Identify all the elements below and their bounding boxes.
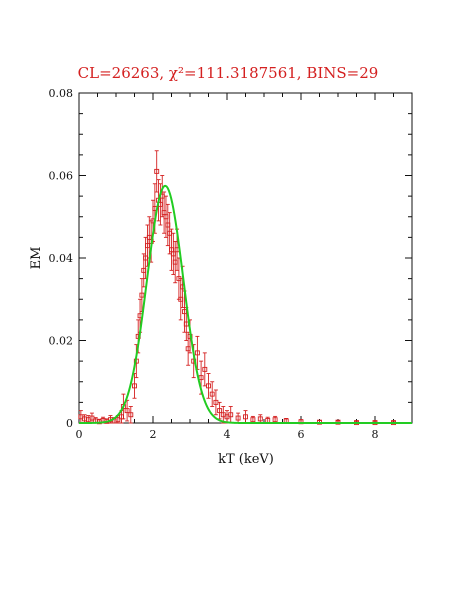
x-tick-label: 8 bbox=[372, 428, 379, 441]
y-tick-label: 0.08 bbox=[49, 87, 74, 100]
data-point bbox=[235, 415, 241, 421]
data-point bbox=[194, 350, 200, 356]
x-tick-label: 2 bbox=[150, 428, 157, 441]
y-tick-label: 0.02 bbox=[49, 335, 74, 348]
data-point bbox=[243, 414, 248, 420]
data-point bbox=[217, 408, 223, 414]
data-point bbox=[128, 412, 134, 418]
y-tick-label: 0.06 bbox=[49, 170, 74, 183]
chart-title: CL=26263, χ²=111.3187561, BINS=29 bbox=[78, 64, 379, 82]
data-point bbox=[115, 417, 121, 423]
data-point bbox=[272, 417, 278, 423]
y-tick-label: 0 bbox=[66, 417, 73, 430]
data-point bbox=[202, 366, 208, 372]
data-point bbox=[154, 168, 160, 174]
y-tick-label: 0.04 bbox=[49, 252, 74, 265]
plot-area: 0 2 4 6 8 0 0.02 0.04 0.06 0.08 bbox=[49, 87, 413, 441]
data-point bbox=[139, 292, 145, 298]
data-point bbox=[209, 391, 215, 397]
y-axis-label: EM bbox=[29, 247, 44, 270]
data-point bbox=[124, 408, 130, 414]
x-tick-label: 6 bbox=[298, 428, 305, 441]
data-point bbox=[228, 412, 234, 418]
x-tick-label: 4 bbox=[224, 428, 231, 441]
plot-frame bbox=[78, 92, 413, 424]
x-axis-label: kT (keV) bbox=[218, 452, 274, 467]
x-tick-label: 0 bbox=[76, 428, 83, 441]
fit-curve bbox=[79, 184, 412, 424]
data-point bbox=[257, 416, 263, 422]
data-point bbox=[132, 383, 137, 389]
data-point bbox=[206, 383, 211, 389]
data-point bbox=[250, 417, 256, 423]
